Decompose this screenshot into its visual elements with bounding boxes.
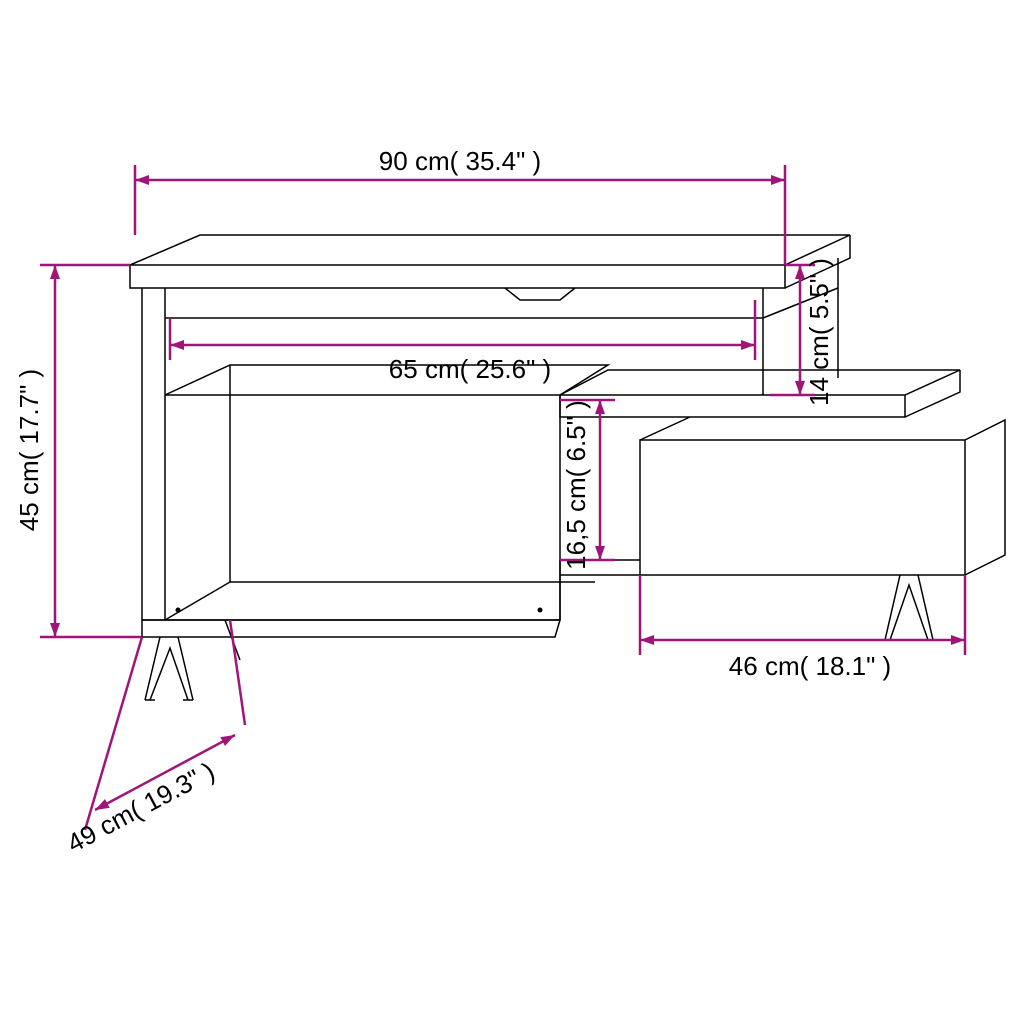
dim-width-label: 90 cm( 35.4" )	[379, 146, 541, 176]
dim-depth-label: 49 cm( 19.3" )	[62, 756, 219, 859]
dim-shelf-gap-label: 14 cm( 5.5" )	[804, 258, 834, 406]
dim-drawer-width-label: 46 cm( 18.1" )	[729, 651, 891, 681]
dim-drawer-height-label: 16,5 cm( 6.5" )	[561, 400, 591, 570]
dim-shelf-width-label: 65 cm( 25.6" )	[389, 354, 551, 384]
dim-height-label: 45 cm( 17.7" )	[14, 369, 44, 531]
